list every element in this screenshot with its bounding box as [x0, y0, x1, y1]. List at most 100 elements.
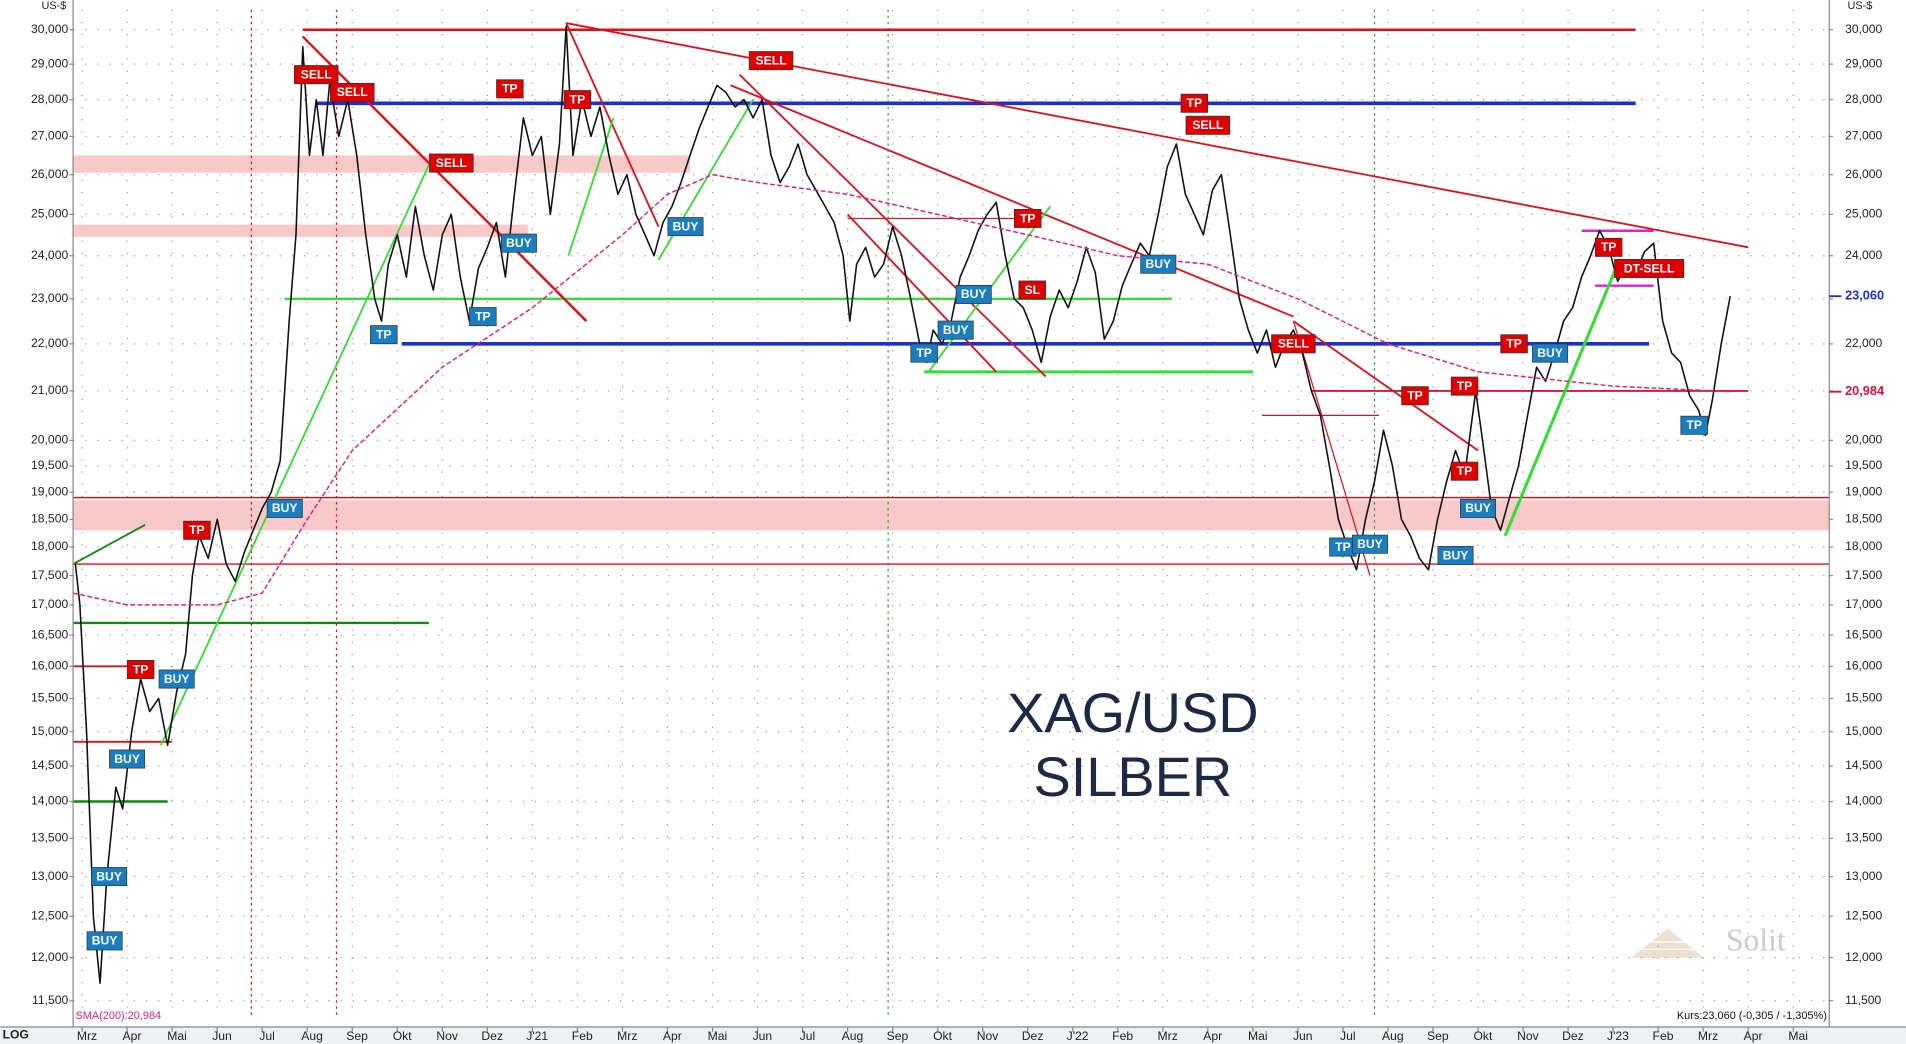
signal-box	[1271, 334, 1316, 354]
x-tick-label: Mai	[1248, 1029, 1268, 1043]
signal-box	[563, 90, 592, 110]
trend-line	[730, 84, 1294, 318]
signal-label: TP	[1407, 389, 1423, 403]
x-tick-label: Jun	[1293, 1029, 1313, 1043]
signal-label: BUY	[506, 236, 532, 250]
signal-box	[667, 217, 704, 237]
signal-label: SELL	[1192, 118, 1224, 132]
signal-box	[1680, 415, 1708, 435]
signal-box	[955, 284, 992, 304]
y-tick-label: 14,500	[1845, 758, 1882, 772]
sma-price-tag: 20,984	[1845, 383, 1885, 398]
y-tick-label: 12,000	[1845, 950, 1882, 964]
x-tick-label: J'22	[1067, 1029, 1089, 1043]
trend-line	[1503, 263, 1620, 537]
zone-band	[73, 500, 1830, 531]
y-tick-label: 13,000	[1845, 869, 1882, 883]
trend-line	[72, 523, 146, 565]
y-tick-label: 12,500	[1845, 908, 1882, 922]
x-tick-label: Mrz	[617, 1029, 637, 1043]
y-tick-label: 25,000	[1845, 207, 1882, 221]
signal-label: TP	[189, 523, 205, 537]
signal-label: BUY	[92, 934, 118, 948]
y-tick-label: 20,000	[1845, 433, 1882, 447]
x-tick-label: Mrz	[1698, 1029, 1718, 1043]
y-tick-label: 18,500	[31, 511, 68, 525]
logo-pyramid	[1631, 928, 1705, 958]
y-tick-label: 17,500	[31, 568, 68, 582]
trend-line	[1292, 320, 1479, 452]
signal-label: BUY	[96, 869, 122, 883]
y-tick-label: 14,000	[1845, 794, 1882, 808]
signal-box	[1180, 93, 1209, 113]
y-tick-label: 13,500	[1845, 831, 1882, 845]
zone-band	[73, 155, 690, 173]
y-tick-label: 29,000	[1845, 56, 1882, 70]
signal-label: BUY	[164, 672, 190, 686]
y-tick-label: 14,500	[31, 758, 68, 772]
front-layer: SELL SELL SELL TP TP SELL BUY BUY TP TP TP BUY TP BUY…	[86, 51, 1708, 951]
y-tick-label: 15,000	[1845, 724, 1882, 738]
signal-box	[1460, 498, 1497, 518]
signal-box	[109, 749, 146, 769]
signal-box	[937, 320, 974, 340]
signal-label: BUY	[1357, 537, 1383, 551]
signal-label: TP	[133, 662, 149, 676]
x-tick-label: Okt	[933, 1029, 953, 1043]
y-tick-label: 26,000	[31, 167, 68, 181]
y-tick-label: 18,000	[1845, 539, 1882, 553]
signal-label: TP	[502, 82, 518, 96]
signal-box	[1140, 254, 1177, 274]
trend-line	[846, 213, 997, 373]
mid-layer	[72, 22, 1830, 985]
zone-band	[73, 224, 528, 237]
scale-label: LOG	[3, 1028, 29, 1042]
y-tick-label: 19,500	[31, 458, 68, 472]
sma-price-tag-bg	[1843, 383, 1905, 401]
y-tick-label: 20,000	[31, 433, 68, 447]
legend-entry: SMA(200):20,984	[76, 1010, 162, 1022]
quote: Kurs:23,060 (-0,305 / -1,305%)	[1677, 1010, 1827, 1022]
trend-line	[160, 155, 435, 746]
y-tick-label: 12,000	[31, 950, 68, 964]
signal-box	[500, 233, 537, 253]
last-price-tag-bg	[1843, 287, 1905, 305]
y-tick-label: 13,500	[31, 831, 68, 845]
signal-label: TP	[475, 309, 491, 323]
y-tick-label: 17,000	[31, 597, 68, 611]
y-tick-label: 22,000	[31, 336, 68, 350]
signal-box	[330, 82, 375, 102]
x-tick-label: Okt	[393, 1029, 413, 1043]
signal-box	[183, 520, 211, 540]
y-tick-label: 15,500	[31, 691, 68, 705]
signal-box	[1450, 461, 1479, 481]
signal-label: TP	[1457, 464, 1473, 478]
signal-label: TP	[1601, 240, 1617, 254]
x-tick-label: Aug	[1382, 1029, 1404, 1043]
y-tick-label: 18,500	[1845, 511, 1882, 525]
x-tick-label: Jun	[753, 1029, 773, 1043]
signal-label: TP	[1187, 96, 1203, 110]
chart-title: XAG/USD	[1007, 681, 1259, 744]
x-tick-label: Mai	[708, 1029, 728, 1043]
y-tick-label: 13,000	[31, 869, 68, 883]
y-tick-label: 30,000	[1845, 22, 1882, 36]
y-tick-label: 15,000	[31, 724, 68, 738]
y-unit-right: US-$	[1848, 0, 1873, 12]
signal-box	[1532, 343, 1569, 363]
signal-box	[86, 931, 123, 951]
y-tick-label: 28,000	[31, 92, 68, 106]
y-tick-label: 16,500	[1845, 627, 1882, 641]
signal-label: BUY	[943, 323, 969, 337]
x-tick-label: Mrz	[77, 1029, 97, 1043]
signal-box	[266, 498, 303, 518]
y-tick-label: 16,000	[31, 659, 68, 673]
y-tick-label: 11,500	[1845, 993, 1881, 1007]
x-tick-label: Apr	[1744, 1029, 1763, 1043]
x-tick-label: Sep	[1427, 1029, 1449, 1043]
y-tick-label: 23,000	[31, 291, 68, 305]
signal-box	[429, 153, 474, 173]
x-tick-label: Nov	[1517, 1029, 1540, 1043]
signal-label: TP	[1335, 540, 1351, 554]
y-tick-label: 12,500	[31, 908, 68, 922]
